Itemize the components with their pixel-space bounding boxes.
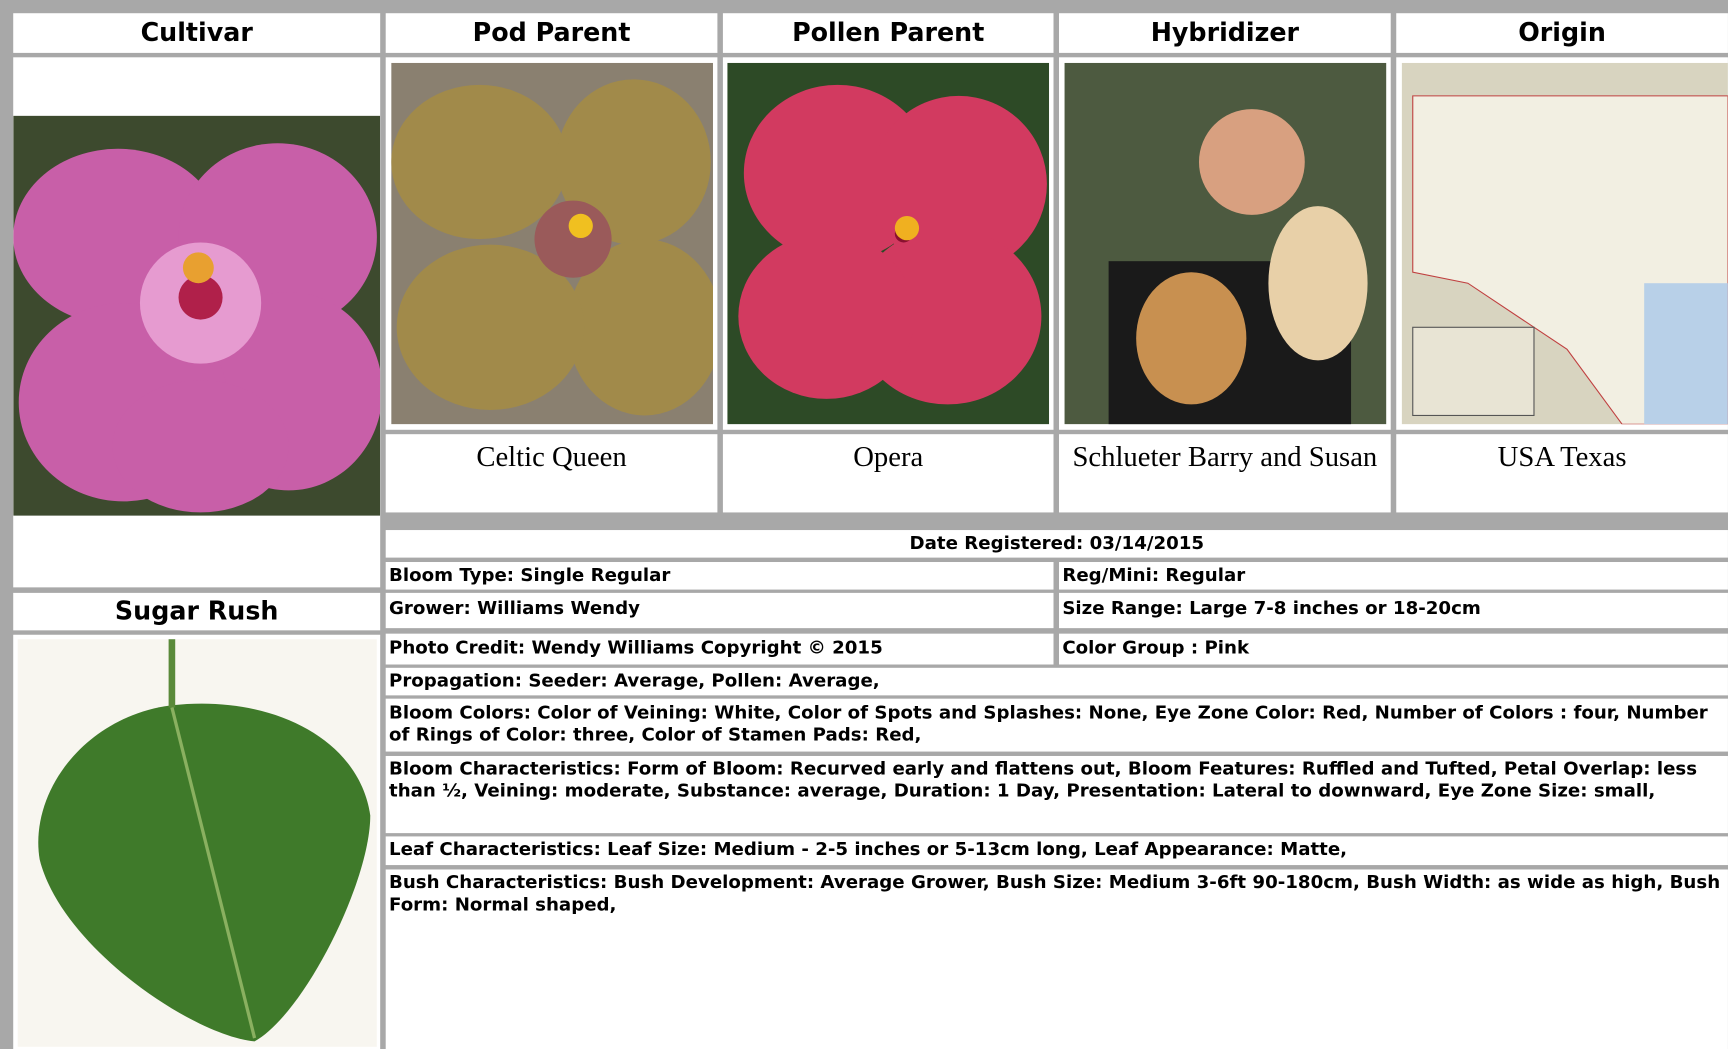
caption: USA Texas bbox=[1396, 434, 1728, 513]
hybridizer-photo bbox=[1064, 62, 1387, 425]
detail: Bloom Type: Single Regular bbox=[385, 562, 1054, 590]
col-header: Origin bbox=[1396, 13, 1728, 53]
detail: Color Group : Pink bbox=[1059, 633, 1728, 665]
cultivar-photo-cell bbox=[13, 57, 381, 588]
detail: Reg/Mini: Regular bbox=[1059, 562, 1728, 590]
caption: Celtic Queen bbox=[385, 434, 718, 513]
cultivar-name: Sugar Rush bbox=[13, 592, 381, 631]
cultivar-photo bbox=[13, 115, 381, 516]
detail: Bloom Characteristics: Form of Bloom: Re… bbox=[385, 755, 1728, 834]
leaf-photo-cell bbox=[13, 634, 381, 1049]
origin-map bbox=[1401, 62, 1728, 425]
detail: Bloom Colors: Color of Veining: White, C… bbox=[385, 698, 1728, 752]
detail: Photo Credit: Wendy Williams Copyright ©… bbox=[385, 633, 1054, 665]
detail: Grower: Williams Wendy bbox=[385, 592, 1054, 629]
pollen-parent-photo bbox=[727, 62, 1050, 425]
detail: Leaf Characteristics: Leaf Size: Medium … bbox=[385, 836, 1728, 866]
date-registered: Date Registered: 03/14/2015 bbox=[385, 530, 1728, 558]
detail: Propagation: Seeder: Average, Pollen: Av… bbox=[385, 667, 1728, 696]
detail: Bush Characteristics: Bush Development: … bbox=[385, 869, 1728, 1049]
col-header: Pod Parent bbox=[385, 13, 718, 53]
caption: Schlueter Barry and Susan bbox=[1059, 434, 1391, 513]
detail: Size Range: Large 7-8 inches or 18-20cm bbox=[1059, 592, 1728, 629]
hybridizer-photo-cell bbox=[1059, 57, 1391, 430]
caption: Opera bbox=[722, 434, 1054, 513]
pod-parent-photo bbox=[391, 62, 713, 425]
pod-parent-photo-cell bbox=[385, 57, 718, 430]
origin-map-cell bbox=[1396, 57, 1728, 430]
col-header: Hybridizer bbox=[1059, 13, 1391, 53]
col-header: Cultivar bbox=[13, 13, 381, 53]
col-header: Pollen Parent bbox=[722, 13, 1054, 53]
pollen-parent-photo-cell bbox=[722, 57, 1054, 430]
leaf-photo bbox=[17, 639, 377, 1047]
